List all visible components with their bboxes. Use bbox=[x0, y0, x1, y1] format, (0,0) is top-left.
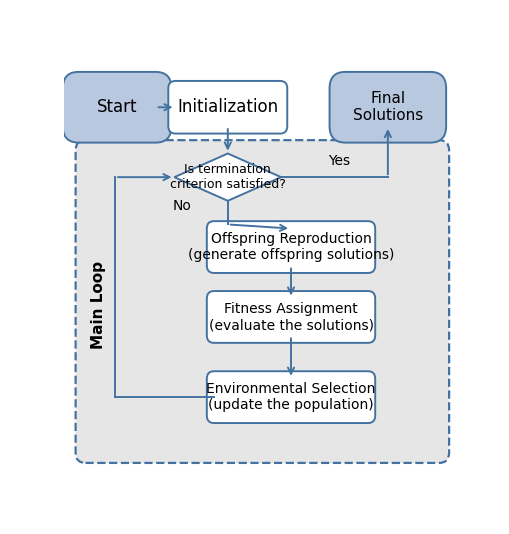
Text: Is termination
criterion satisfied?: Is termination criterion satisfied? bbox=[169, 163, 285, 191]
FancyBboxPatch shape bbox=[207, 371, 375, 423]
Text: No: No bbox=[172, 199, 191, 213]
FancyBboxPatch shape bbox=[75, 140, 448, 463]
Text: Fitness Assignment
(evaluate the solutions): Fitness Assignment (evaluate the solutio… bbox=[208, 302, 373, 332]
Text: Final
Solutions: Final Solutions bbox=[352, 91, 422, 123]
FancyBboxPatch shape bbox=[168, 81, 287, 134]
Text: Initialization: Initialization bbox=[177, 98, 278, 116]
FancyBboxPatch shape bbox=[207, 291, 375, 343]
FancyBboxPatch shape bbox=[207, 221, 375, 273]
FancyBboxPatch shape bbox=[329, 72, 445, 143]
FancyBboxPatch shape bbox=[63, 72, 171, 143]
Text: Main Loop: Main Loop bbox=[91, 261, 105, 349]
Text: Environmental Selection
(update the population): Environmental Selection (update the popu… bbox=[206, 382, 375, 412]
Text: Start: Start bbox=[97, 98, 137, 116]
Text: Offspring Reproduction
(generate offspring solutions): Offspring Reproduction (generate offspri… bbox=[187, 232, 393, 262]
Polygon shape bbox=[174, 153, 280, 201]
Text: Yes: Yes bbox=[328, 154, 350, 168]
